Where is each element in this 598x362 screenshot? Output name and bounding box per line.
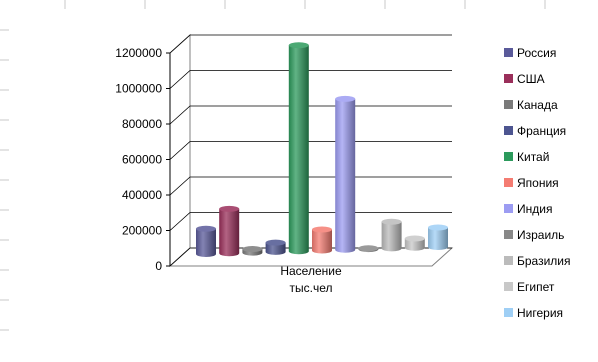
bar: [312, 226, 332, 254]
y-tick-label: 1200000: [115, 46, 162, 60]
y-tick-label: 400000: [122, 188, 162, 202]
y-gridline: [169, 141, 452, 160]
y-gridline: [169, 176, 452, 196]
x-axis: Население тыс.чел: [280, 264, 342, 295]
legend-label: Франция: [517, 124, 566, 138]
legend-swatch: [504, 256, 513, 265]
legend-label: Япония: [517, 176, 559, 190]
legend-swatch: [504, 282, 513, 291]
legend: Россия США Канада Франция Китай Япония Индия Из…: [504, 46, 571, 320]
bar-top: [428, 224, 448, 231]
legend-label: Египет: [517, 280, 555, 294]
legend-swatch: [504, 74, 513, 83]
legend-label: Нигерия: [517, 306, 563, 320]
legend-label: США: [517, 72, 545, 86]
bars: [196, 42, 448, 257]
bar-top: [288, 42, 309, 49]
legend-swatch: [504, 100, 513, 109]
y-gridline: [169, 105, 452, 125]
bar-top: [219, 205, 240, 212]
bar-body: [288, 45, 309, 255]
bar-body: [428, 227, 448, 250]
y-gridline: [169, 70, 452, 89]
legend-swatch: [504, 152, 513, 161]
bar: [404, 235, 425, 251]
y-gridline: [169, 212, 452, 231]
bar: [219, 205, 240, 257]
y-axis: 0 200000 400000 600000 800000 1000000 1200000: [115, 46, 171, 273]
x-category-label: Население тыс.чел: [280, 264, 342, 295]
legend-label: Израиль: [517, 228, 564, 242]
legend-label: Россия: [517, 46, 556, 60]
y-tick-label: 1000000: [115, 82, 162, 96]
legend-swatch: [504, 308, 513, 317]
bar-top: [335, 95, 356, 102]
legend-swatch: [504, 48, 513, 57]
legend-label: Бразилия: [517, 254, 571, 268]
bar: [358, 245, 379, 253]
bar: [265, 239, 286, 255]
y-tick-label: 200000: [122, 224, 162, 238]
bar-top: [358, 245, 379, 252]
y-tick-label: 800000: [122, 117, 162, 131]
bar-top: [265, 239, 286, 246]
bar: [242, 246, 263, 256]
bar: [288, 42, 309, 255]
bar-body: [381, 221, 402, 252]
x-category-label-line: тыс.чел: [290, 281, 333, 295]
bar-body: [312, 229, 332, 254]
bar-body: [335, 98, 356, 253]
y-tick-label: 600000: [122, 153, 162, 167]
legend-swatch: [504, 230, 513, 239]
bar-top: [312, 226, 332, 233]
legend-swatch: [504, 126, 513, 135]
bar-top: [242, 246, 263, 253]
bar-top: [381, 218, 402, 225]
sheet-gridlines: [0, 0, 546, 331]
bar-body: [265, 242, 286, 255]
y-gridline: [169, 34, 452, 54]
bar-top: [196, 225, 216, 232]
y-tick-label: 0: [155, 259, 162, 273]
bar: [381, 218, 402, 252]
bar: [428, 224, 448, 250]
legend-label: Индия: [517, 202, 552, 216]
legend-swatch: [504, 204, 513, 213]
bar: [335, 95, 356, 253]
bar: [196, 225, 216, 257]
legend-label: Китай: [517, 150, 549, 164]
x-category-label-line: Население: [280, 264, 342, 278]
legend-label: Канада: [517, 98, 558, 112]
bar-top: [404, 235, 425, 242]
bar-body: [196, 228, 216, 257]
bar-body: [404, 238, 425, 251]
legend-swatch: [504, 178, 513, 187]
bar-body: [219, 208, 240, 257]
